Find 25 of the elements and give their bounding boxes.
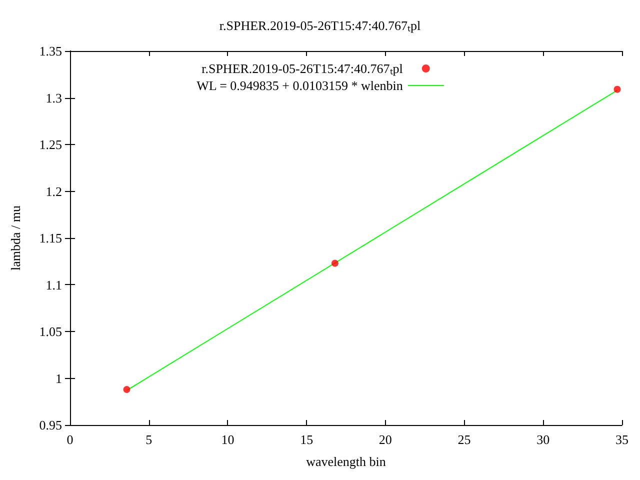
y-tick-label: 1.3	[46, 90, 62, 106]
chart-title: r.SPHER.2019-05-26T15:47:40.767ₜpl	[219, 18, 422, 33]
x-tick-label: 5	[146, 432, 152, 447]
point	[331, 260, 338, 267]
x-tick-label: 35	[616, 432, 628, 447]
point	[614, 86, 621, 93]
x-tick-label: 10	[221, 432, 234, 447]
y-tick-label: 0.95	[39, 418, 62, 432]
y-tick-label: 1	[56, 370, 62, 386]
x-tick-label: 15	[300, 432, 314, 447]
y-tick-label: 1.05	[39, 324, 62, 339]
x-axis-title: wavelength bin	[306, 454, 386, 469]
y-tick-label: 1.25	[39, 137, 62, 152]
point	[123, 386, 130, 393]
legend-label: WL = 0.949835 + 0.0103159 * wlenbin	[196, 78, 404, 93]
y-tick-label: 1.35	[39, 44, 62, 58]
y-tick-label: 1.2	[46, 184, 62, 199]
x-tick-label: 0	[66, 432, 74, 447]
y-axis-title: lambda / mu	[8, 205, 23, 270]
x-tick-label: 30	[536, 432, 550, 447]
x-tick-label: 25	[458, 432, 471, 447]
y-tick-label: 1.1	[46, 277, 62, 292]
y-tick-label: 1.15	[39, 230, 62, 246]
x-tick-label: 20	[378, 432, 392, 447]
legend-label: r.SPHER.2019-05-26T15:47:40.767ₜpl	[202, 61, 404, 76]
